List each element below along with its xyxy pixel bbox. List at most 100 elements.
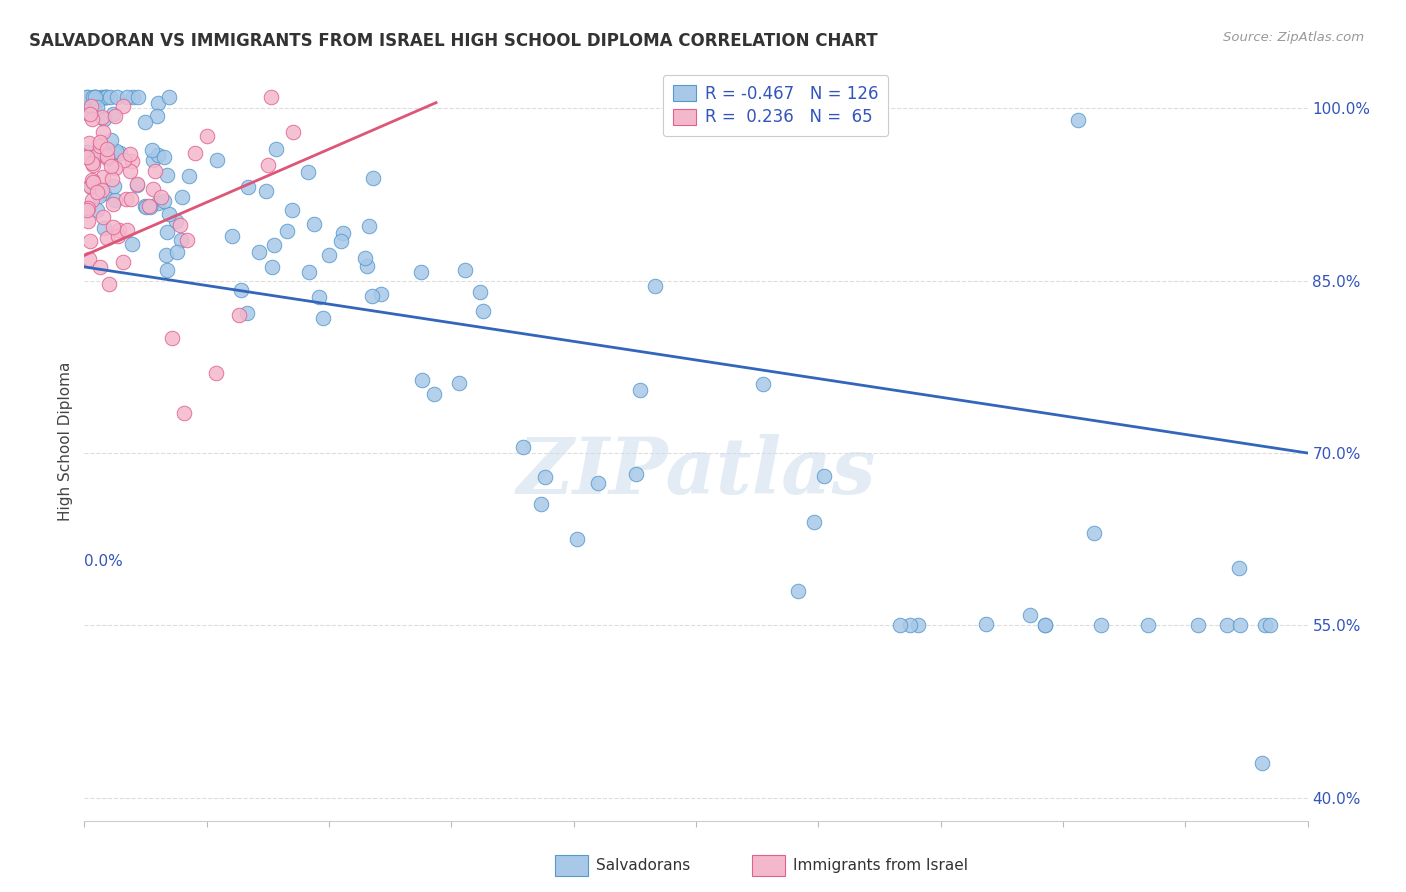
Point <box>79 252 101 266</box>
Point <box>104 109 127 123</box>
Point <box>787 583 810 598</box>
Point <box>103 197 125 211</box>
Point <box>411 265 433 279</box>
Point <box>361 289 384 303</box>
Point <box>76 150 98 164</box>
Point <box>120 163 142 178</box>
Point <box>134 199 156 213</box>
Point <box>86 93 108 107</box>
Point <box>103 178 125 193</box>
Point <box>281 203 304 218</box>
Point <box>155 248 177 262</box>
Point <box>76 202 98 217</box>
Point <box>121 236 143 251</box>
Point <box>142 182 165 196</box>
Point <box>125 178 148 192</box>
Point <box>115 223 138 237</box>
Point <box>586 475 609 490</box>
Point <box>1067 112 1090 127</box>
Point <box>93 220 115 235</box>
Point <box>79 234 101 248</box>
Point <box>169 218 191 232</box>
Point <box>93 186 115 200</box>
Point <box>529 497 551 511</box>
Point <box>247 244 270 259</box>
Point <box>263 238 285 252</box>
Point <box>354 252 377 266</box>
Point <box>156 263 179 277</box>
Point <box>453 262 475 277</box>
Point <box>96 142 118 156</box>
Point <box>115 90 138 104</box>
Point <box>332 227 354 241</box>
Point <box>76 90 98 104</box>
Point <box>165 214 187 228</box>
Point <box>153 150 176 164</box>
Point <box>898 618 921 632</box>
Point <box>86 100 108 114</box>
Point <box>108 223 131 237</box>
Point <box>139 200 162 214</box>
Point <box>82 172 104 186</box>
Point <box>76 105 98 120</box>
Point <box>1216 618 1239 632</box>
Point <box>120 192 142 206</box>
Point <box>143 163 166 178</box>
Point <box>84 90 107 104</box>
Point <box>262 260 284 275</box>
Point <box>329 234 352 248</box>
Point <box>156 225 179 239</box>
Point <box>90 90 112 104</box>
Point <box>281 125 304 139</box>
Point <box>644 279 666 293</box>
Point <box>1229 618 1251 632</box>
Point <box>813 468 835 483</box>
Point <box>80 180 103 194</box>
Point <box>91 170 114 185</box>
Point <box>101 219 124 234</box>
Point <box>512 440 534 454</box>
Point <box>112 99 135 113</box>
Point <box>91 125 114 139</box>
Point <box>176 233 198 247</box>
Point <box>76 151 98 165</box>
Point <box>146 110 169 124</box>
Point <box>91 183 114 197</box>
Point <box>94 90 117 104</box>
Text: Source: ZipAtlas.com: Source: ZipAtlas.com <box>1223 31 1364 45</box>
Point <box>89 136 111 150</box>
Point <box>77 201 100 215</box>
Point <box>470 285 492 299</box>
Point <box>359 219 381 234</box>
Point <box>148 195 170 210</box>
Point <box>889 618 911 632</box>
Point <box>138 199 160 213</box>
Point <box>79 179 101 194</box>
Point <box>80 156 103 170</box>
Point <box>93 112 115 126</box>
Point <box>80 112 103 126</box>
Point <box>229 283 252 297</box>
Point <box>228 308 250 322</box>
Point <box>179 169 201 183</box>
Point <box>84 90 107 104</box>
Point <box>115 192 138 206</box>
Point <box>236 180 259 194</box>
Point <box>361 171 384 186</box>
Point <box>96 231 118 245</box>
Point <box>93 90 115 104</box>
Point <box>103 145 125 160</box>
Point <box>260 90 283 104</box>
Point <box>471 304 494 318</box>
Point <box>122 90 145 104</box>
Point <box>100 159 122 173</box>
Point <box>79 99 101 113</box>
Point <box>127 90 149 104</box>
Text: 0.0%: 0.0% <box>84 554 124 569</box>
Point <box>370 286 392 301</box>
Point <box>96 152 118 166</box>
Point <box>170 233 193 247</box>
Point <box>82 90 104 104</box>
Point <box>98 277 121 291</box>
Point <box>159 207 181 221</box>
